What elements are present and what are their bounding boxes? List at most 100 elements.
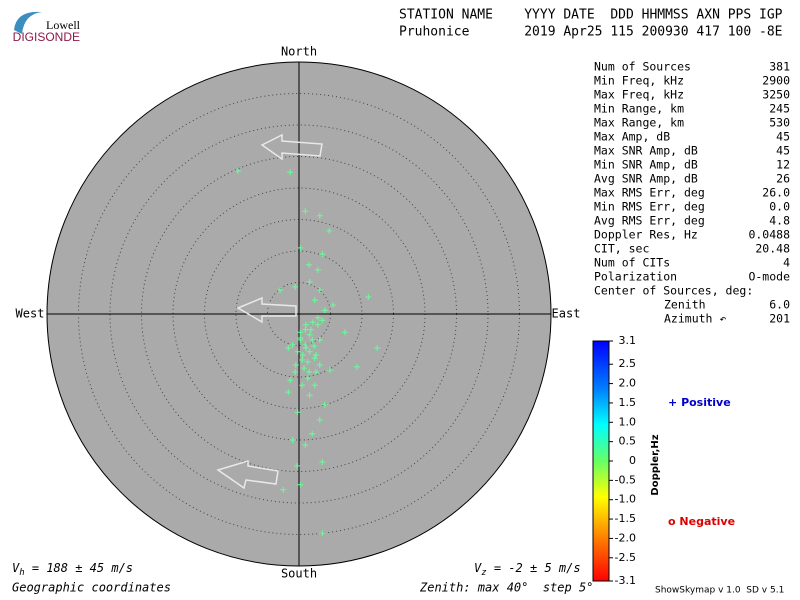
header-labels: STATION NAME YYYY DATE DDD HHMMSS AXN PP…: [399, 8, 783, 23]
source-point: [306, 392, 313, 399]
source-point: [297, 481, 304, 488]
source-point: [302, 321, 309, 328]
legend-positive: + Positive: [668, 396, 731, 409]
source-point: [302, 208, 309, 215]
source-point: [306, 261, 313, 268]
logo-bottom: DIGISONDE: [13, 30, 80, 44]
colorbar-tick-label: -2.0: [615, 531, 636, 544]
source-point: [314, 314, 321, 321]
stat-label: Min Range, km: [594, 102, 684, 116]
source-point: [311, 343, 318, 350]
source-point: [311, 297, 318, 304]
source-point: [277, 287, 284, 294]
stat-value: 2900: [762, 74, 790, 88]
source-point: [330, 302, 337, 309]
source-point: [326, 367, 333, 374]
colorbar-label: Doppler,Hz: [650, 434, 661, 495]
source-point: [285, 389, 292, 396]
source-point: [316, 287, 323, 294]
colorbar-tick-label: -0.5: [615, 473, 636, 486]
source-point: [297, 244, 304, 251]
source-point: [280, 486, 287, 493]
source-point: [294, 462, 301, 469]
logo-swoosh: [14, 11, 42, 34]
source-point: [311, 382, 318, 389]
colorbar-tick-label: -2.5: [615, 551, 636, 564]
colorbar-tick-label: 3.1: [619, 334, 637, 347]
source-point: [316, 212, 323, 219]
source-point: [319, 459, 326, 466]
source-point: [306, 331, 313, 338]
source-point: [309, 336, 316, 343]
source-point: [306, 278, 313, 285]
source-point: [299, 351, 306, 358]
center-value: 6.0: [769, 298, 790, 312]
dir-north: North: [281, 45, 317, 59]
colorbar-tick-label: -1.0: [615, 493, 636, 506]
stat-value: 20.48: [755, 242, 790, 256]
source-point: [292, 283, 299, 290]
source-point: [287, 377, 294, 384]
coords-note: Geographic coordinates: [12, 581, 171, 595]
source-point: [314, 321, 321, 328]
source-point: [316, 362, 323, 369]
source-point: [287, 169, 294, 176]
stat-label: Max Range, km: [594, 116, 684, 130]
colorbar-tick-label: 2.0: [619, 377, 637, 390]
legend-negative: o Negative: [668, 515, 735, 528]
source-point: [313, 351, 320, 358]
colorbar-tick-label: 1.0: [619, 415, 637, 428]
colorbar-tick-label: -3.1: [615, 574, 636, 587]
source-point: [234, 167, 241, 174]
stat-value: 12: [776, 158, 790, 172]
source-point: [321, 307, 328, 314]
source-point: [289, 437, 296, 443]
stat-value: 26.0: [762, 186, 790, 200]
colorbar-tick-label: 0.5: [619, 435, 637, 448]
source-point: [297, 334, 304, 341]
dir-south: South: [281, 567, 317, 581]
stat-value: 530: [769, 116, 790, 130]
source-point: [285, 345, 292, 352]
source-point: [292, 362, 299, 369]
stat-label: Max Freq, kHz: [594, 88, 684, 102]
logo-top: Lowell: [46, 18, 81, 32]
source-point: [302, 341, 309, 348]
stat-label: Doppler Res, Hz: [594, 228, 698, 242]
center-value: 201: [769, 312, 790, 326]
center-label: Azimuth ↶: [664, 312, 726, 326]
source-point: [297, 329, 304, 336]
stat-value: 26: [776, 172, 790, 186]
zenith-note: Zenith: max 40° step 5°: [419, 581, 593, 595]
stat-label: Avg RMS Err, deg: [594, 214, 705, 228]
source-point: [302, 442, 309, 449]
colorbar: [592, 340, 610, 582]
stat-value: 4: [783, 256, 790, 270]
source-point: [319, 251, 326, 258]
center-label: Zenith: [664, 298, 706, 312]
stat-label: Max SNR Amp, dB: [594, 144, 698, 158]
source-point: [306, 368, 313, 375]
stat-value: 4.8: [769, 214, 790, 228]
colorbar-tick-label: 2.5: [619, 357, 637, 370]
stat-value: 0.0488: [748, 228, 790, 242]
source-point: [311, 355, 318, 362]
stat-label: Num of CITs: [594, 256, 670, 270]
header-values: Pruhonice 2019 Apr25 115 200930 417 100 …: [399, 25, 783, 40]
stat-value: O-mode: [748, 270, 790, 284]
dir-west: West: [16, 307, 45, 321]
stat-label: CIT, sec: [594, 242, 649, 256]
colorbar-tick-label: -1.5: [615, 512, 636, 525]
stat-label: Avg SNR Amp, dB: [594, 172, 698, 186]
source-point: [326, 227, 333, 234]
source-point: [294, 409, 301, 416]
source-point: [292, 368, 299, 375]
source-point: [374, 345, 381, 352]
velocity-arrows: [216, 133, 323, 490]
colorbar-tick-label: 0: [629, 454, 636, 467]
source-point: [304, 358, 311, 365]
stat-label: Polarization: [594, 270, 677, 284]
source-point: [302, 326, 309, 333]
source-point: [302, 345, 309, 352]
